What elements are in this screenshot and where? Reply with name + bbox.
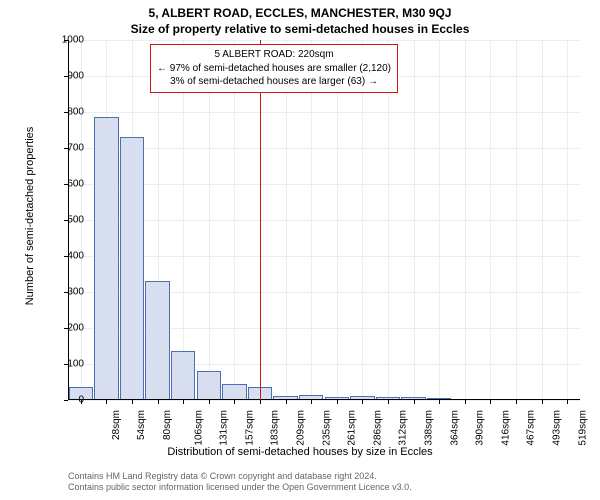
annotation-line: ← 97% of semi-detached houses are smalle…	[157, 62, 391, 76]
ytick-label: 200	[44, 323, 84, 334]
credits-block: Contains HM Land Registry data © Crown c…	[68, 471, 412, 494]
xtick-mark	[542, 400, 543, 404]
histogram-bar	[171, 351, 196, 400]
gridline-h	[68, 40, 580, 41]
xtick-mark	[567, 400, 568, 404]
annotation-line: 5 ALBERT ROAD: 220sqm	[157, 48, 391, 62]
gridline-v	[414, 40, 415, 400]
annotation-line: 3% of semi-detached houses are larger (6…	[157, 75, 391, 89]
ytick-label: 100	[44, 359, 84, 370]
gridline-v	[209, 40, 210, 400]
histogram-bar	[120, 137, 145, 400]
chart-title-subtitle: Size of property relative to semi-detach…	[0, 22, 600, 36]
xtick-mark	[414, 400, 415, 404]
ytick-label: 900	[44, 71, 84, 82]
credits-line1: Contains HM Land Registry data © Crown c…	[68, 471, 412, 483]
ytick-label: 800	[44, 107, 84, 118]
ytick-label: 1000	[44, 35, 84, 46]
xtick-label: 493sqm	[552, 410, 563, 446]
gridline-h	[68, 148, 580, 149]
gridline-v	[542, 40, 543, 400]
annotation-box: 5 ALBERT ROAD: 220sqm← 97% of semi-detac…	[150, 44, 398, 93]
gridline-v	[567, 40, 568, 400]
y-axis-label: Number of semi-detached properties	[24, 96, 36, 336]
ytick-label: 0	[44, 395, 84, 406]
gridline-v	[362, 40, 363, 400]
ytick-label: 300	[44, 287, 84, 298]
xtick-mark	[490, 400, 491, 404]
xtick-label: 209sqm	[296, 410, 307, 446]
xtick-label: 106sqm	[193, 410, 204, 446]
xtick-mark	[362, 400, 363, 404]
xtick-mark	[183, 400, 184, 404]
xtick-label: 338sqm	[424, 410, 435, 446]
xtick-mark	[286, 400, 287, 404]
xtick-label: 80sqm	[162, 410, 173, 440]
histogram-bar	[197, 371, 222, 400]
plot-area: 5 ALBERT ROAD: 220sqm← 97% of semi-detac…	[68, 40, 580, 400]
histogram-bar	[222, 384, 247, 400]
xtick-label: 183sqm	[270, 410, 281, 446]
xtick-label: 54sqm	[136, 410, 147, 440]
xtick-mark	[516, 400, 517, 404]
gridline-v	[311, 40, 312, 400]
gridline-v	[439, 40, 440, 400]
xtick-mark	[260, 400, 261, 404]
xtick-mark	[337, 400, 338, 404]
histogram-bar	[94, 117, 119, 400]
ytick-label: 700	[44, 143, 84, 154]
xtick-label: 519sqm	[577, 410, 588, 446]
gridline-v	[234, 40, 235, 400]
xtick-label: 467sqm	[526, 410, 537, 446]
xtick-mark	[209, 400, 210, 404]
histogram-bar	[145, 281, 170, 400]
gridline-h	[68, 220, 580, 221]
gridline-h	[68, 184, 580, 185]
xtick-mark	[132, 400, 133, 404]
ytick-label: 600	[44, 179, 84, 190]
gridline-h	[68, 112, 580, 113]
chart-title-address: 5, ALBERT ROAD, ECCLES, MANCHESTER, M30 …	[0, 6, 600, 20]
gridline-v	[183, 40, 184, 400]
xtick-mark	[158, 400, 159, 404]
ytick-label: 400	[44, 251, 84, 262]
gridline-v	[388, 40, 389, 400]
x-axis-line	[68, 399, 580, 400]
xtick-label: 235sqm	[321, 410, 332, 446]
gridline-v	[286, 40, 287, 400]
xtick-mark	[106, 400, 107, 404]
xtick-label: 416sqm	[500, 410, 511, 446]
gridline-v	[337, 40, 338, 400]
xtick-label: 364sqm	[449, 410, 460, 446]
xtick-mark	[465, 400, 466, 404]
credits-line2: Contains public sector information licen…	[68, 482, 412, 494]
xtick-label: 157sqm	[244, 410, 255, 446]
xtick-mark	[439, 400, 440, 404]
xtick-label: 390sqm	[475, 410, 486, 446]
reference-line	[260, 40, 261, 400]
x-axis-label: Distribution of semi-detached houses by …	[0, 446, 600, 458]
xtick-mark	[311, 400, 312, 404]
xtick-label: 312sqm	[398, 410, 409, 446]
xtick-mark	[234, 400, 235, 404]
gridline-v	[516, 40, 517, 400]
gridline-v	[490, 40, 491, 400]
gridline-h	[68, 256, 580, 257]
gridline-h	[68, 400, 580, 401]
xtick-label: 261sqm	[347, 410, 358, 446]
gridline-v	[465, 40, 466, 400]
xtick-mark	[388, 400, 389, 404]
xtick-label: 131sqm	[219, 410, 230, 446]
xtick-label: 286sqm	[372, 410, 383, 446]
xtick-label: 28sqm	[111, 410, 122, 440]
ytick-label: 500	[44, 215, 84, 226]
